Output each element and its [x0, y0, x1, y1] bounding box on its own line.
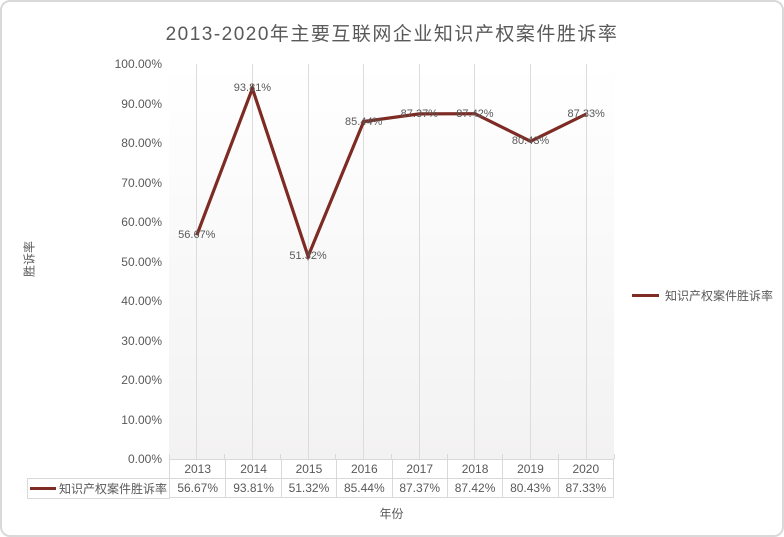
legend-label: 知识产权案件胜诉率 [665, 289, 774, 303]
data-table-value-cell: 56.67% [170, 478, 226, 497]
x-axis-tick [391, 454, 392, 459]
data-table-value-cell: 51.32% [280, 478, 337, 497]
data-label: 87.33% [567, 108, 605, 121]
data-table-value-cell: 87.42% [446, 478, 503, 497]
data-table-value-cell: 80.43% [502, 478, 558, 497]
y-axis-title: 胜诉率 [22, 240, 37, 278]
x-axis-tick [168, 454, 170, 459]
series-line [195, 83, 587, 261]
vertical-gridline [363, 64, 365, 459]
x-axis-tick [613, 454, 615, 459]
data-table-series-cell: 知识产权案件胜诉率 [27, 478, 170, 499]
vertical-gridline [585, 64, 587, 459]
data-table-value-cell: 85.44% [336, 478, 392, 497]
data-label: 87.42% [456, 107, 494, 120]
vertical-gridline [418, 64, 420, 459]
y-tick-label: 40.00% [121, 294, 162, 308]
data-table-year-cell: 2018 [446, 460, 502, 478]
data-table-series-label: 知识产权案件胜诉率 [59, 482, 168, 496]
data-table-year-cell: 2019 [502, 460, 557, 478]
vertical-gridline [307, 64, 309, 459]
legend: 知识产权案件胜诉率 [632, 287, 773, 304]
data-label: 56.67% [178, 229, 216, 242]
x-axis-tick [335, 454, 337, 459]
data-table-value-cell: 87.37% [391, 478, 447, 497]
legend-key-line [632, 294, 659, 297]
y-tick-label: 100.00% [114, 57, 162, 71]
data-label: 85.44% [345, 115, 383, 128]
data-label: 80.43% [511, 135, 550, 148]
chart-title: 2013-2020年主要互联网企业知识产权案件胜诉率 [165, 24, 619, 45]
y-tick-label: 0.00% [127, 452, 162, 466]
y-tick-label: 70.00% [121, 175, 162, 190]
data-table-value-cell: 93.81% [225, 478, 281, 497]
x-axis-tick [224, 454, 226, 459]
data-table-year-cell: 2016 [336, 460, 391, 478]
series-line-layer [195, 83, 587, 261]
x-axis-title: 年份 [379, 507, 404, 521]
legend-key-line [30, 487, 56, 490]
y-tick-label: 50.00% [121, 254, 162, 269]
y-tick-label: 20.00% [121, 373, 162, 387]
data-table: 2013 2014 2015 2016 2017 2018 2019 2020 56.67% 93… [169, 459, 614, 498]
data-table-value-cell: 87.33% [557, 478, 613, 497]
data-table-year-cell: 2020 [557, 460, 613, 478]
vertical-gridline [530, 64, 532, 459]
x-axis-tick [502, 454, 504, 459]
y-tick-label: 80.00% [121, 136, 162, 150]
vertical-gridline [196, 64, 198, 459]
data-table-year-cell: 2015 [280, 460, 336, 478]
x-axis-tick [557, 454, 559, 459]
x-axis-tick [279, 454, 281, 459]
plot-area: 56.67% 93.81% 51.32% 85.44% 87.37% 87.42% 80.4… [169, 64, 614, 459]
data-table-year-cell: 2017 [391, 460, 447, 478]
vertical-gridline [251, 64, 253, 459]
y-tick-label: 30.00% [121, 333, 162, 348]
x-axis-tick [446, 454, 448, 459]
y-tick-label: 60.00% [121, 215, 162, 229]
data-label: 93.81% [233, 82, 272, 95]
y-tick-label: 10.00% [121, 412, 162, 427]
data-label: 87.37% [400, 107, 438, 120]
data-label: 51.32% [289, 250, 327, 263]
data-table-year-cell: 2013 [184, 462, 212, 476]
data-table-year-cell: 2014 [225, 460, 280, 478]
vertical-gridline [474, 64, 476, 459]
y-tick-label: 90.00% [121, 96, 162, 111]
